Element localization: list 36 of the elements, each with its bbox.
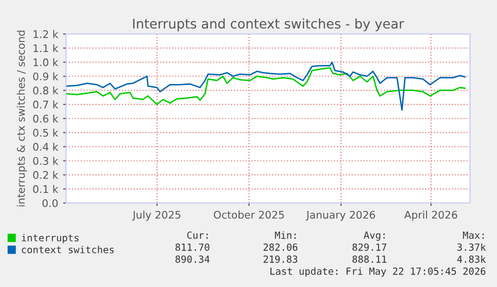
- text: 4.83k: [457, 255, 486, 263]
- text: 3.37k: [457, 243, 486, 251]
- y-tick-label: 0.5 k: [33, 128, 58, 137]
- text: 890.34: [176, 255, 210, 263]
- y-tick-label: 0.8 k: [33, 86, 58, 94]
- y-tick-label: 0.2 k: [33, 170, 58, 179]
- line-series: [66, 67, 466, 106]
- y-tick-label: 0.7 k: [33, 100, 58, 109]
- text: 282.06: [264, 243, 298, 251]
- legend-label: interrupts: [22, 234, 79, 244]
- y-tick-label: 1.2 k: [34, 30, 58, 38]
- y-tick-label: 0.3 k: [33, 156, 58, 165]
- x-tick-label: April 2026: [404, 210, 458, 221]
- text: Last update: Fri May 22 17:05:45 2026: [270, 267, 486, 277]
- y-tick-label: 1.1 k: [34, 44, 58, 52]
- x-tick-label: October 2025: [214, 210, 284, 219]
- y-tick-label: 0.0: [42, 199, 58, 208]
- text: 811.70: [176, 243, 210, 251]
- y-tick-label: 1.0 k: [34, 58, 58, 66]
- text: Max:: [462, 232, 484, 239]
- y-tick-label: 0.9 k: [33, 72, 58, 80]
- y-axis-title: interrupts & ctx switches / second: [16, 30, 27, 206]
- x-tick-label: July 2025: [132, 210, 180, 221]
- text: Avg:: [364, 232, 385, 241]
- y-tick-label: 0.4 k: [33, 142, 58, 151]
- text: Cur:: [187, 231, 208, 239]
- legend-label: context switches: [22, 246, 114, 254]
- y-tick-label: 0.1 k: [33, 184, 58, 194]
- text: 829.17: [352, 243, 386, 251]
- text: Min:: [274, 231, 296, 239]
- text: 888.11: [352, 255, 386, 263]
- y-tick-label: 0.6 k: [33, 114, 58, 123]
- line-series: [66, 61, 466, 111]
- x-tick-label: January 2026: [306, 210, 375, 221]
- chart-title: Interrupts and context switches - by year: [133, 18, 404, 32]
- text: 219.83: [264, 255, 298, 263]
